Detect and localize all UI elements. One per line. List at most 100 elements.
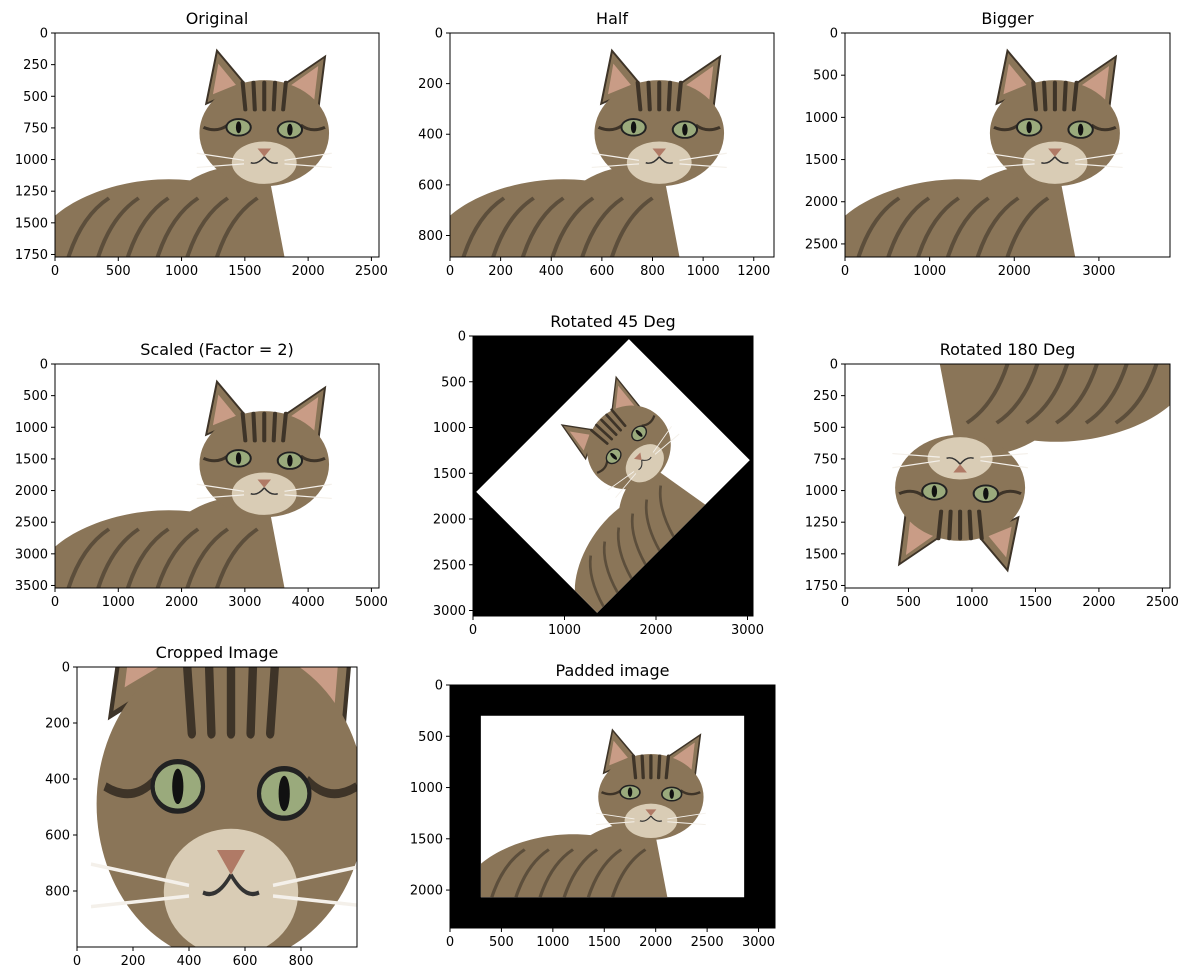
cat-image (450, 48, 727, 258)
subplot-6: Rotated 180 Deg 0 500 1000 1500 2000 2500 0 250 5… (805, 340, 1179, 610)
axes-frame (76, 666, 358, 948)
x-tick-label: 2000 (639, 623, 672, 638)
x-tick-label: 3000 (228, 595, 261, 610)
y-tick-label: 0 (40, 358, 48, 373)
y-tick-label: 0 (435, 679, 443, 694)
y-tick-label: 1250 (15, 185, 48, 200)
x-tick-label: 2000 (165, 595, 198, 610)
y-tick-label: 400 (418, 128, 443, 143)
x-tick-label: 1000 (165, 264, 198, 279)
y-tick-label: 800 (418, 229, 443, 244)
y-tick-label: 1500 (433, 467, 466, 482)
subplot-title: Rotated 180 Deg (940, 340, 1076, 359)
y-tick-label: 500 (813, 421, 838, 436)
subplot-3: Bigger 0 1000 2000 3000 0 500 1000 1500 2000 2500 (805, 9, 1171, 279)
x-tick-label: 400 (539, 264, 564, 279)
subplot-title: Scaled (Factor = 2) (140, 340, 294, 359)
y-tick-label: 1000 (805, 111, 838, 126)
y-tick-label: 250 (23, 58, 48, 73)
x-tick-label: 0 (51, 264, 59, 279)
subplot-title: Bigger (981, 9, 1034, 28)
cat-image (54, 48, 332, 258)
cat-image (845, 48, 1123, 258)
x-tick-label: 500 (489, 935, 514, 950)
subplot-1: Original 0 500 1000 1500 2000 2500 0 250 500 750 10… (15, 9, 388, 279)
subplot-7: Cropped Image 0 200 400 600 800 0 200 400 600 800 (45, 643, 358, 969)
y-tick-label: 1750 (805, 579, 838, 594)
subplot-title: Cropped Image (156, 643, 279, 662)
y-tick-label: 1000 (410, 781, 443, 796)
subplot-4: Scaled (Factor = 2)0 1000 2000 3000 4000 5000… (15, 340, 388, 610)
x-tick-label: 1000 (102, 595, 135, 610)
axes-frame (844, 32, 1171, 258)
y-tick-label: 0 (435, 27, 443, 42)
x-tick-label: 3000 (731, 623, 764, 638)
y-tick-label: 1000 (15, 421, 48, 436)
subplot-title: Rotated 45 Deg (550, 312, 675, 331)
y-tick-label: 1500 (805, 547, 838, 562)
x-tick-label: 800 (289, 954, 314, 969)
y-tick-label: 250 (813, 389, 838, 404)
cat-head (196, 48, 332, 187)
x-tick-label: 2000 (1082, 595, 1115, 610)
x-tick-label: 3000 (742, 935, 775, 950)
x-tick-label: 800 (640, 264, 665, 279)
cat-head (90, 667, 357, 947)
subplot-title: Padded image (556, 661, 670, 680)
x-tick-label: 3000 (1082, 264, 1115, 279)
y-tick-label: 2000 (805, 195, 838, 210)
y-tick-label: 750 (23, 121, 48, 136)
y-tick-label: 2500 (805, 237, 838, 252)
x-tick-label: 2000 (998, 264, 1031, 279)
y-tick-label: 0 (830, 27, 838, 42)
subplot-8: Padded image 0 500 1000 1500 2000 2500 3000 0 500… (410, 661, 776, 950)
cat-image (476, 339, 750, 613)
y-tick-label: 0 (830, 358, 838, 373)
y-tick-label: 1000 (805, 484, 838, 499)
y-tick-label: 1000 (15, 153, 48, 168)
x-tick-label: 4000 (292, 595, 325, 610)
axes-frame (54, 32, 380, 258)
axes-frame (449, 32, 775, 258)
y-tick-label: 400 (45, 773, 70, 788)
y-tick-label: 1500 (15, 452, 48, 467)
cat-image (90, 667, 357, 947)
y-tick-label: 1500 (410, 832, 443, 847)
x-tick-label: 1500 (588, 935, 621, 950)
y-tick-label: 3000 (15, 547, 48, 562)
y-tick-label: 500 (813, 69, 838, 84)
x-tick-label: 200 (121, 954, 146, 969)
y-tick-label: 1500 (15, 216, 48, 231)
axes-frame (472, 335, 754, 617)
x-tick-label: 200 (488, 264, 513, 279)
y-tick-label: 500 (23, 389, 48, 404)
y-tick-label: 0 (62, 661, 70, 676)
y-tick-label: 1000 (433, 421, 466, 436)
y-tick-label: 2000 (433, 513, 466, 528)
cat-head (987, 48, 1123, 187)
x-tick-label: 2500 (691, 935, 724, 950)
x-tick-label: 0 (446, 935, 454, 950)
cat-body (574, 472, 706, 613)
y-tick-label: 200 (45, 717, 70, 732)
axes-frame (844, 363, 1171, 589)
y-tick-label: 500 (23, 90, 48, 105)
x-tick-label: 600 (589, 264, 614, 279)
x-tick-label: 0 (73, 954, 81, 969)
x-tick-label: 400 (177, 954, 202, 969)
y-tick-label: 2000 (15, 484, 48, 499)
cat-head (196, 379, 332, 518)
x-tick-label: 500 (106, 264, 131, 279)
y-tick-label: 2000 (410, 884, 443, 899)
y-tick-label: 1250 (805, 516, 838, 531)
x-tick-label: 1000 (548, 623, 581, 638)
cat-image (54, 379, 332, 589)
y-tick-label: 800 (45, 885, 70, 900)
y-tick-label: 200 (418, 77, 443, 92)
x-tick-label: 0 (841, 264, 849, 279)
cat-image (892, 363, 1170, 573)
x-tick-label: 0 (51, 595, 59, 610)
axes-frame (449, 684, 776, 929)
